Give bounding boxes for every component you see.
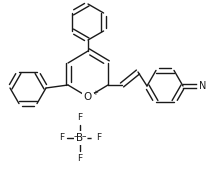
Text: B: B [76,133,84,143]
Text: +: + [92,90,98,96]
Text: F: F [59,134,64,142]
Text: N: N [199,81,206,91]
Text: F: F [96,134,101,142]
Text: F: F [77,113,83,122]
Text: –: – [82,133,86,141]
Text: –: – [74,133,78,141]
Text: F: F [77,154,83,163]
Text: O: O [84,92,92,102]
